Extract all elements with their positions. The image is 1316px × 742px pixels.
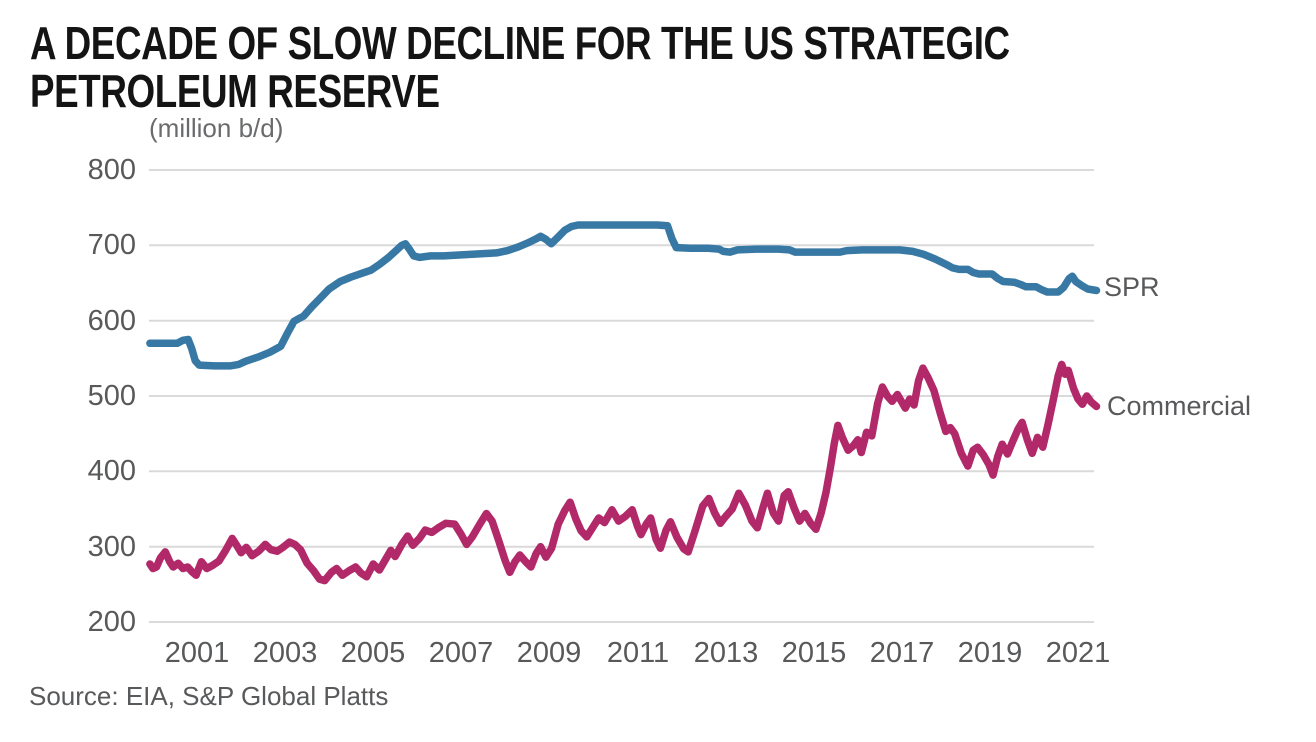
y-tick-label: 600 (87, 305, 136, 337)
spr-line (146, 221, 1101, 370)
x-tick-label: 2021 (1045, 637, 1111, 669)
x-tick-label: 2015 (781, 637, 847, 669)
y-tick-label: 500 (87, 380, 136, 412)
x-tick-label: 2001 (164, 637, 230, 669)
x-tick-label: 2005 (340, 637, 406, 669)
series-label-spr: SPR (1104, 272, 1160, 302)
x-tick-label: 2011 (606, 637, 670, 669)
x-tick-label: 2013 (693, 637, 759, 669)
y-tick-label: 300 (87, 531, 136, 563)
x-tick-label: 2019 (957, 637, 1023, 669)
x-tick-label: 2003 (252, 637, 318, 669)
chart-title-line2: PETROLEUM RESERVE (30, 64, 440, 117)
y-axis-unit-label: (million b/d) (149, 113, 284, 143)
y-tick-label: 200 (87, 606, 136, 638)
chart-title: A DECADE OF SLOW DECLINE FOR THE US STRA… (30, 17, 1010, 117)
x-tick-label: 2017 (869, 637, 935, 669)
x-tick-label: 2007 (428, 637, 494, 669)
series-label-commercial: Commercial (1107, 391, 1252, 421)
y-tick-label: 800 (87, 154, 136, 186)
x-tick-label: 2009 (516, 637, 582, 669)
y-tick-label: 400 (87, 455, 136, 487)
chart-title-line1: A DECADE OF SLOW DECLINE FOR THE US STRA… (30, 17, 1010, 69)
commercial-line (146, 360, 1101, 585)
y-tick-label: 700 (87, 229, 136, 261)
source-attribution: Source: EIA, S&P Global Platts (29, 681, 389, 711)
